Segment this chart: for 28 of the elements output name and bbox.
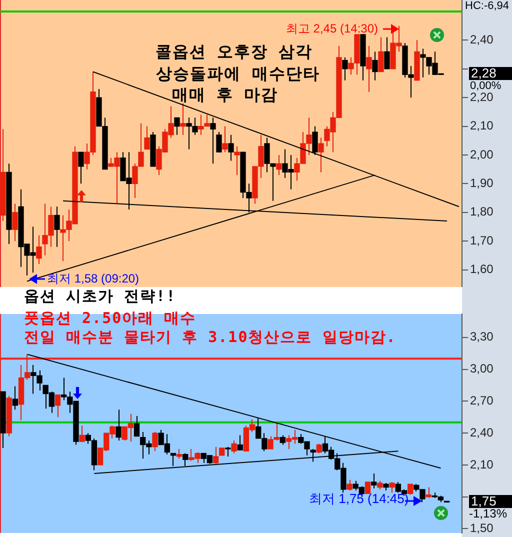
text: 1,75 bbox=[471, 494, 496, 509]
y-tick-label: 1,90 bbox=[470, 176, 494, 190]
annotation: 전일 매수분 물타기 후 3.10청산으로 일당마감. bbox=[24, 328, 396, 346]
chart-title: 옵션 시초가 전략!! bbox=[24, 287, 176, 306]
y-tick-label: 2,40 bbox=[470, 425, 494, 440]
y-tick-label: 2,40 bbox=[470, 32, 494, 46]
text: -1,13% bbox=[469, 506, 508, 520]
text: HC:-6,94 bbox=[465, 0, 510, 12]
y-tick-label: 3,30 bbox=[470, 330, 494, 344]
annotation: 최저 1,75 (14:45) bbox=[309, 491, 409, 506]
text: 2,28 bbox=[471, 66, 496, 81]
annotation: 상승돌파에 매수단타 bbox=[156, 64, 320, 84]
y-tick-label: 2,70 bbox=[470, 393, 494, 408]
y-tick-label: 3,00 bbox=[470, 362, 494, 376]
y-tick-label: 2,10 bbox=[470, 457, 494, 472]
annotation: 매매 후 마감 bbox=[172, 85, 278, 104]
annotation: 최고 2,45 (14:30) bbox=[286, 21, 378, 36]
annotation: 풋옵션 2.50아래 매수 bbox=[24, 308, 196, 327]
y-tick-label: 2,20 bbox=[470, 90, 494, 104]
text: 0,00% bbox=[470, 80, 502, 92]
y-tick-label: 1,70 bbox=[470, 233, 494, 248]
annotation: 콜옵션 오후장 삼각 bbox=[155, 42, 313, 62]
annotation: 최저 1,58 (09:20) bbox=[47, 271, 140, 286]
y-tick-label: 1,80 bbox=[470, 204, 494, 219]
y-tick-label: 2,00 bbox=[470, 147, 494, 162]
y-tick-label: 1,60 bbox=[470, 262, 494, 276]
y-tick-label: 1,50 bbox=[470, 521, 494, 536]
y-tick-label: 2,10 bbox=[470, 118, 494, 133]
